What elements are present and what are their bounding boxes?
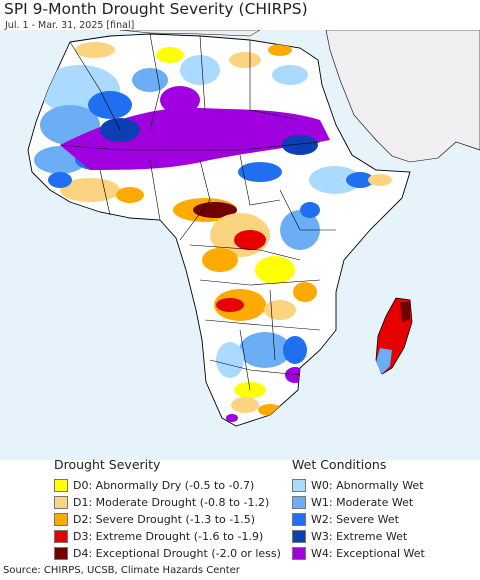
d4-label: D4: Exceptional Drought (-2.0 or less) — [73, 546, 281, 560]
drought-legend-title: Drought Severity — [54, 457, 161, 472]
wet-legend-item-w1: W1: Moderate Wet — [292, 494, 413, 510]
middle-east-land — [325, 30, 480, 163]
w1-swatch — [292, 495, 306, 509]
w2-swatch — [292, 512, 306, 526]
d3-swatch — [54, 529, 68, 543]
drought-legend-item-d3: D3: Extreme Drought (-1.6 to -1.9) — [54, 528, 263, 544]
drought-legend-item-d2: D2: Severe Drought (-1.3 to -1.5) — [54, 511, 255, 527]
w1-label: W1: Moderate Wet — [311, 495, 414, 509]
map-canvas — [27, 30, 480, 427]
drought-legend-item-d4: D4: Exceptional Drought (-2.0 or less) — [54, 545, 281, 561]
drought-map — [0, 30, 480, 460]
wet-legend-item-w2: W2: Severe Wet — [292, 511, 399, 527]
wet-legend-item-w0: W0: Abnormally Wet — [292, 477, 424, 493]
w4-label: W4: Exceptional Wet — [311, 546, 425, 560]
d1-label: D1: Moderate Drought (-0.8 to -1.2) — [73, 495, 270, 509]
madagascar-south-patch — [376, 348, 392, 374]
madagascar-north-patch — [400, 302, 410, 322]
map-subtitle: Jul. 1 - Mar. 31, 2025 [final] — [5, 20, 135, 31]
legend: Drought Severity Wet Conditions D0: Abno… — [0, 457, 480, 562]
d3-label: D3: Extreme Drought (-1.6 to -1.9) — [73, 529, 264, 543]
drought-legend-item-d0: D0: Abnormally Dry (-0.5 to -0.7) — [54, 477, 254, 493]
wet-legend-item-w4: W4: Exceptional Wet — [292, 545, 425, 561]
w4-swatch — [292, 546, 306, 560]
w3-swatch — [292, 529, 306, 543]
w0-swatch — [292, 478, 306, 492]
anomaly-layer — [34, 42, 392, 422]
map-title: SPI 9-Month Drought Severity (CHIRPS) — [4, 0, 308, 18]
source-credit: Source: CHIRPS, UCSB, Climate Hazards Ce… — [3, 565, 240, 576]
wet-legend-title: Wet Conditions — [292, 457, 387, 472]
d0-label: D0: Abnormally Dry (-0.5 to -0.7) — [73, 478, 255, 492]
d1-swatch — [54, 495, 68, 509]
w3-label: W3: Extreme Wet — [311, 529, 408, 543]
wet-legend-item-w3: W3: Extreme Wet — [292, 528, 407, 544]
d0-swatch — [54, 478, 68, 492]
d2-swatch — [54, 512, 68, 526]
w0-label: W0: Abnormally Wet — [311, 478, 424, 492]
country-borders — [59, 33, 336, 391]
w2-label: W2: Severe Wet — [311, 512, 399, 526]
d2-label: D2: Severe Drought (-1.3 to -1.5) — [73, 512, 256, 526]
d4-swatch — [54, 546, 68, 560]
drought-legend-item-d1: D1: Moderate Drought (-0.8 to -1.2) — [54, 494, 269, 510]
europe-land — [119, 30, 261, 37]
